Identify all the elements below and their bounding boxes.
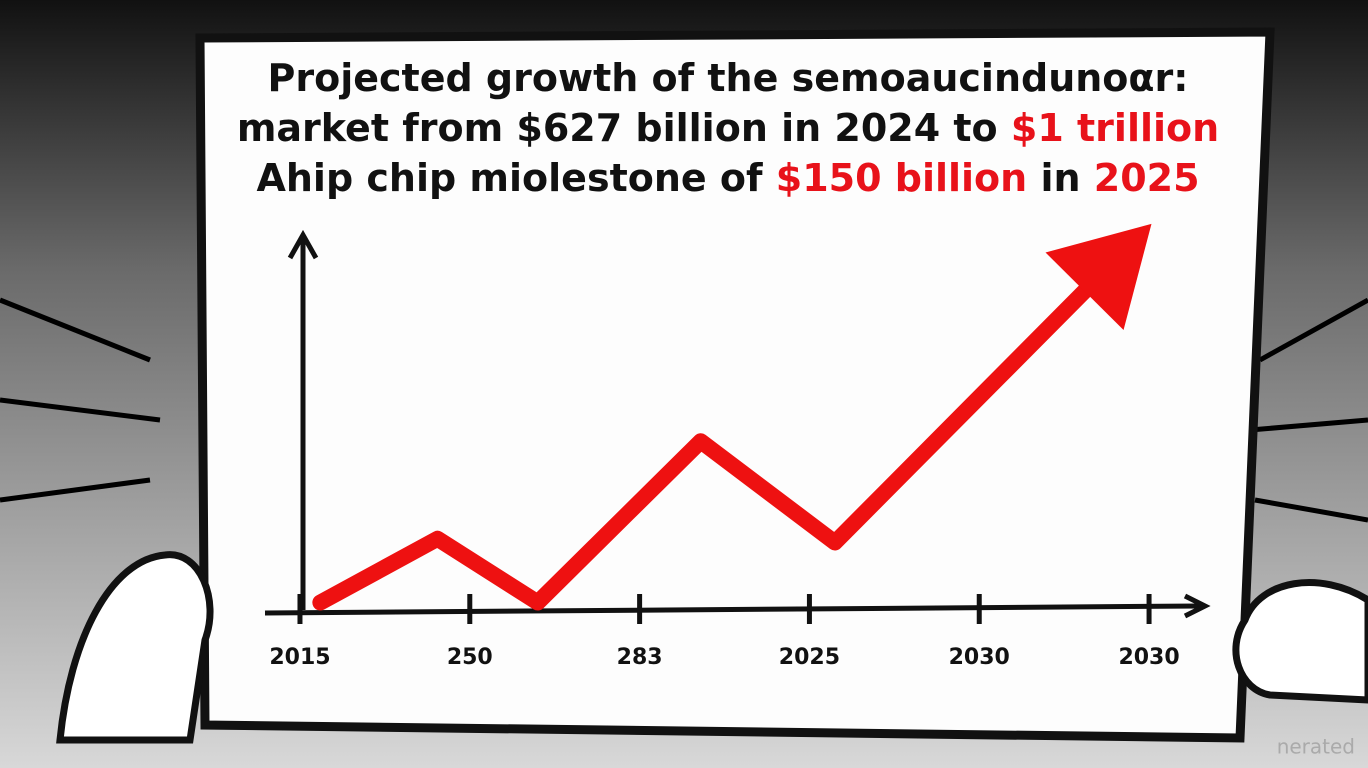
watermark: nerated: [1277, 735, 1355, 759]
plot: 2015 250 283 2025 2030 2030: [269, 223, 1180, 670]
line: [312, 283, 1093, 611]
x-tick-label: 2030: [949, 645, 1010, 670]
title-segment: market from $627 billion in 2024 to: [237, 106, 1011, 150]
title-segment: in: [1027, 156, 1094, 200]
title-segment: $150 billion: [776, 156, 1027, 200]
x-axis-arrow: [1183, 593, 1211, 619]
title-line: Ahip chip miolestone of $150 billion in …: [256, 156, 1199, 200]
title-segment: 2025: [1094, 156, 1200, 200]
title-line: Projected growth of the semoaucindunoαr:: [268, 56, 1189, 100]
y-axis-arrow: [287, 229, 319, 260]
right-hand: [1232, 579, 1368, 704]
title-segment: $1 trillion: [1011, 106, 1219, 150]
line-arrowhead: [1045, 223, 1152, 331]
x-tick-label: 250: [447, 645, 493, 670]
x-tick-label: 2030: [1118, 645, 1179, 670]
x-tick-label: 283: [617, 645, 663, 670]
title-line: market from $627 billion in 2024 to $1 t…: [237, 106, 1219, 150]
title: Projected growth of the semoaucindunoαr:…: [237, 56, 1219, 200]
x-axis: [264, 603, 1201, 616]
x-tick-label: 2025: [779, 645, 840, 670]
title-segment: Ahip chip miolestone of: [256, 156, 775, 200]
title-segment: Projected growth of the semoaucindunoαr:: [268, 56, 1189, 100]
speed-lines: [0, 297, 1368, 523]
left-hand: [56, 551, 214, 744]
x-tick-label: 2015: [269, 645, 330, 670]
